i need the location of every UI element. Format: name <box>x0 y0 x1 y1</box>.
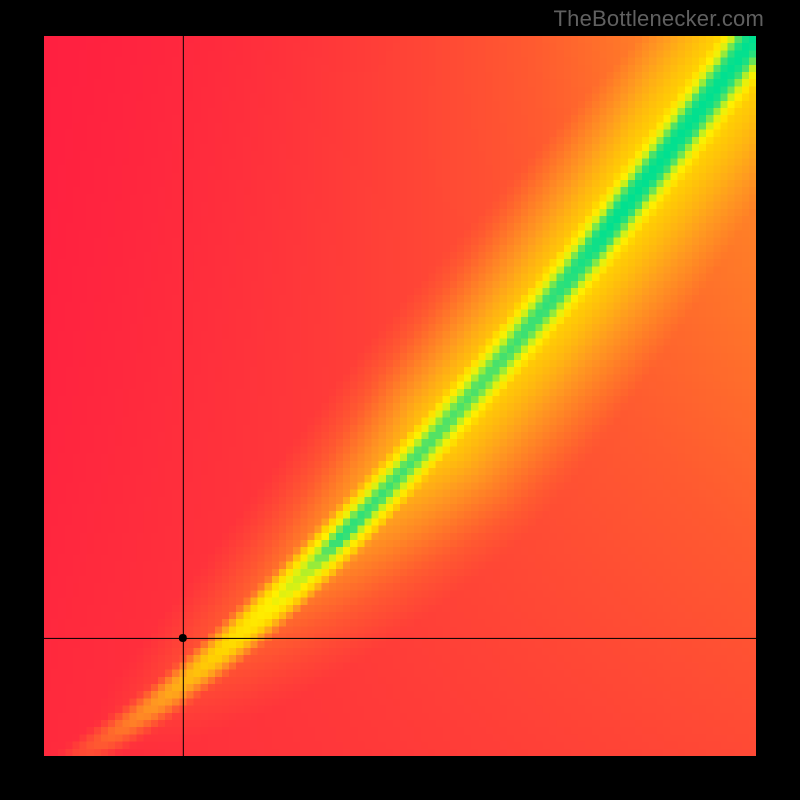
attribution-text: TheBottlenecker.com <box>554 6 764 32</box>
bottleneck-heatmap <box>44 36 756 756</box>
crosshair-overlay <box>44 36 756 756</box>
